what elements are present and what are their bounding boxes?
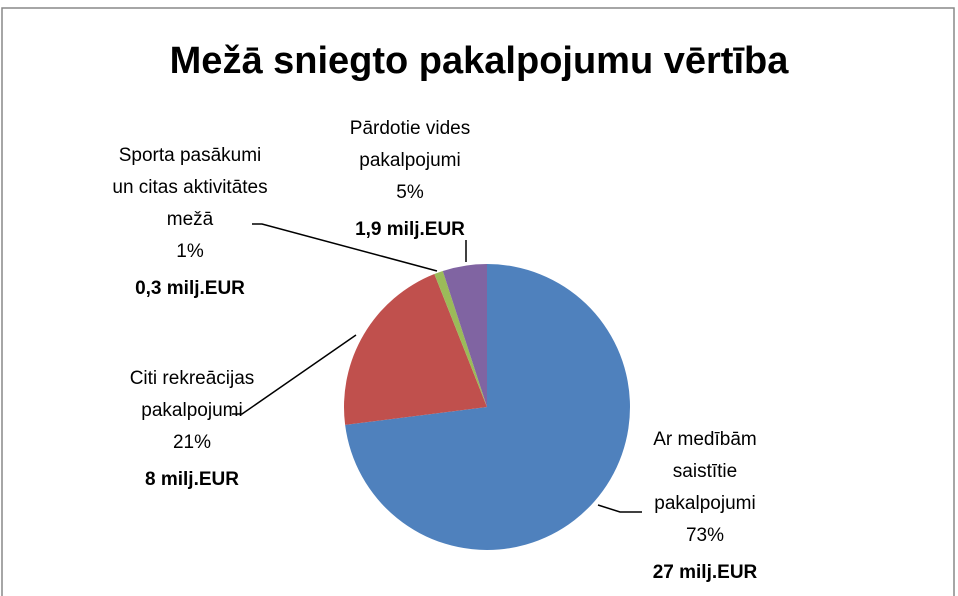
amount-label: 27 milj.EUR xyxy=(652,562,758,583)
slice-label: Ar medībām saistītie pakalpojumi 73% 27 mi… xyxy=(635,424,775,589)
percent-label: 1% xyxy=(176,241,204,262)
slice-label: Sporta pasākumi un citas aktivitātes mež… xyxy=(110,140,270,305)
amount-label: 0,3 milj.EUR xyxy=(135,278,245,299)
leader-lines xyxy=(232,223,642,513)
amount-label: 1,9 milj.EUR xyxy=(355,219,465,240)
chart-border xyxy=(1,7,955,596)
category: Sporta pasākumi un citas aktivitātes mež… xyxy=(112,145,268,230)
slice-label: Pārdotie vides pakalpojumi 5% 1,9 milj.EUR xyxy=(315,113,505,246)
leader-line xyxy=(252,223,438,272)
pie-slice xyxy=(345,264,630,550)
percent-label: 5% xyxy=(396,182,424,203)
percent-label: 73% xyxy=(685,525,725,546)
pie-slice xyxy=(343,274,487,425)
chart-title: Mežā sniegto pakalpojumu vērtība xyxy=(169,40,789,82)
leader-line xyxy=(232,334,357,415)
slice-label: Citi rekreācijas pakalpojumi 21% 8 milj.EU… xyxy=(127,363,257,496)
category: Pārdotie vides pakalpojumi xyxy=(349,118,471,171)
category: Ar medībām saistītie pakalpojumi xyxy=(653,429,757,514)
leader-line xyxy=(597,504,642,513)
pie-slice xyxy=(434,270,487,407)
category: Citi rekreācijas pakalpojumi xyxy=(129,368,255,421)
amount-label: 8 milj.EUR xyxy=(145,469,239,490)
slices xyxy=(343,264,630,550)
pie-slice xyxy=(442,264,487,407)
percent-label: 21% xyxy=(172,432,212,453)
